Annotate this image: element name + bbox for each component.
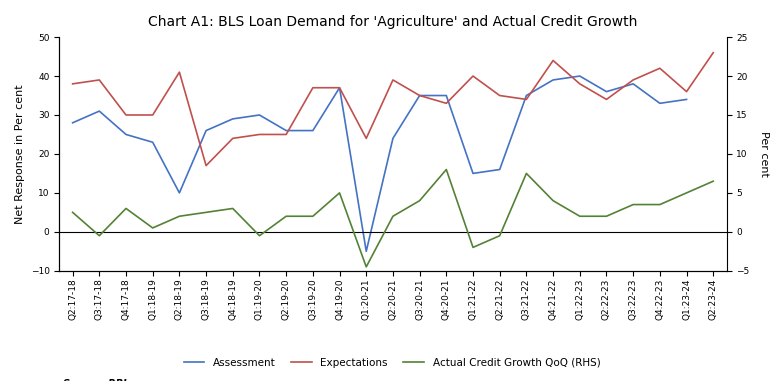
Expectations [655, 66, 665, 70]
Assessment [68, 120, 78, 125]
Actual Credit Growth QoQ (RHS) [441, 167, 451, 172]
Actual Credit Growth QoQ (RHS) [655, 202, 665, 207]
Expectations [68, 82, 78, 86]
Expectations [575, 82, 585, 86]
Line: Expectations: Expectations [73, 53, 713, 166]
Expectations [521, 97, 531, 102]
Actual Credit Growth QoQ (RHS) [95, 234, 104, 238]
Expectations [361, 136, 371, 141]
Expectations [148, 113, 158, 117]
Y-axis label: Net Response in Per cent: Net Response in Per cent [15, 84, 25, 224]
Assessment [308, 128, 318, 133]
Actual Credit Growth QoQ (RHS) [682, 190, 691, 195]
Actual Credit Growth QoQ (RHS) [575, 214, 585, 219]
Actual Credit Growth QoQ (RHS) [122, 206, 131, 211]
Expectations [201, 163, 211, 168]
Expectations [468, 74, 477, 78]
Expectations [175, 70, 184, 74]
Line: Assessment: Assessment [73, 76, 687, 251]
Assessment [148, 140, 158, 144]
Assessment [602, 90, 612, 94]
Expectations [95, 78, 104, 82]
Assessment [361, 249, 371, 254]
Assessment [281, 128, 291, 133]
Actual Credit Growth QoQ (RHS) [201, 210, 211, 215]
Y-axis label: Per cent: Per cent [759, 131, 769, 177]
Text: Source: RBI.: Source: RBI. [63, 379, 130, 381]
Legend: Assessment, Expectations, Actual Credit Growth QoQ (RHS): Assessment, Expectations, Actual Credit … [180, 354, 604, 372]
Assessment [495, 167, 504, 172]
Assessment [629, 82, 638, 86]
Actual Credit Growth QoQ (RHS) [255, 234, 264, 238]
Actual Credit Growth QoQ (RHS) [175, 214, 184, 219]
Assessment [415, 93, 424, 98]
Actual Credit Growth QoQ (RHS) [308, 214, 318, 219]
Expectations [388, 78, 397, 82]
Expectations [308, 85, 318, 90]
Expectations [281, 132, 291, 137]
Assessment [682, 97, 691, 102]
Actual Credit Growth QoQ (RHS) [602, 214, 612, 219]
Assessment [521, 93, 531, 98]
Expectations [629, 78, 638, 82]
Actual Credit Growth QoQ (RHS) [388, 214, 397, 219]
Expectations [602, 97, 612, 102]
Assessment [575, 74, 585, 78]
Assessment [95, 109, 104, 114]
Actual Credit Growth QoQ (RHS) [548, 199, 557, 203]
Line: Actual Credit Growth QoQ (RHS): Actual Credit Growth QoQ (RHS) [73, 170, 713, 267]
Assessment [548, 78, 557, 82]
Expectations [441, 101, 451, 106]
Title: Chart A1: BLS Loan Demand for 'Agriculture' and Actual Credit Growth: Chart A1: BLS Loan Demand for 'Agricultu… [148, 15, 637, 29]
Actual Credit Growth QoQ (RHS) [709, 179, 718, 184]
Assessment [441, 93, 451, 98]
Assessment [655, 101, 665, 106]
Expectations [548, 58, 557, 63]
Expectations [682, 90, 691, 94]
Expectations [335, 85, 344, 90]
Expectations [255, 132, 264, 137]
Actual Credit Growth QoQ (RHS) [361, 264, 371, 269]
Expectations [495, 93, 504, 98]
Expectations [709, 50, 718, 55]
Actual Credit Growth QoQ (RHS) [68, 210, 78, 215]
Actual Credit Growth QoQ (RHS) [468, 245, 477, 250]
Actual Credit Growth QoQ (RHS) [629, 202, 638, 207]
Actual Credit Growth QoQ (RHS) [415, 199, 424, 203]
Assessment [175, 190, 184, 195]
Actual Credit Growth QoQ (RHS) [335, 190, 344, 195]
Assessment [388, 136, 397, 141]
Assessment [255, 113, 264, 117]
Actual Credit Growth QoQ (RHS) [521, 171, 531, 176]
Expectations [415, 93, 424, 98]
Assessment [228, 117, 238, 121]
Assessment [122, 132, 131, 137]
Expectations [228, 136, 238, 141]
Assessment [468, 171, 477, 176]
Expectations [122, 113, 131, 117]
Assessment [201, 128, 211, 133]
Actual Credit Growth QoQ (RHS) [228, 206, 238, 211]
Assessment [335, 85, 344, 90]
Actual Credit Growth QoQ (RHS) [148, 226, 158, 230]
Actual Credit Growth QoQ (RHS) [281, 214, 291, 219]
Actual Credit Growth QoQ (RHS) [495, 234, 504, 238]
